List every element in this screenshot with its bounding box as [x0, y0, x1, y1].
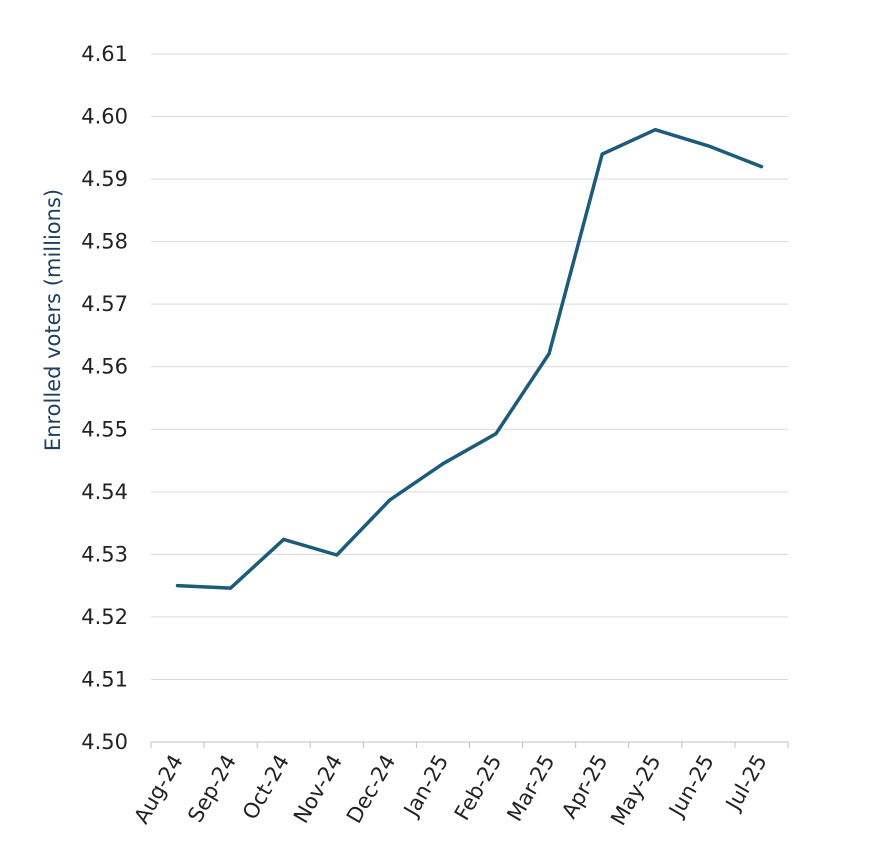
y-tick-label: 4.50 [81, 730, 128, 754]
data-point [229, 586, 233, 590]
y-axis-label: Enrolled voters (millions) [41, 189, 65, 451]
x-tick-label: Aug-24 [129, 751, 187, 828]
y-tick-label: 4.53 [81, 542, 128, 566]
y-tick-label: 4.51 [81, 667, 128, 691]
x-tick-label: Jul-25 [720, 751, 772, 816]
data-point [388, 498, 392, 502]
data-point [494, 432, 498, 436]
y-tick-label: 4.60 [81, 105, 128, 129]
x-axis [150, 741, 789, 748]
series [175, 127, 764, 590]
y-tick-label: 4.61 [81, 42, 128, 66]
x-tick-label: Jun-25 [663, 751, 718, 823]
y-tick-label: 4.52 [81, 605, 128, 629]
data-point [441, 462, 445, 466]
data-point [547, 351, 551, 356]
y-tick-label: 4.59 [81, 167, 128, 191]
data-point [175, 584, 180, 588]
x-tick-label: Mar-25 [502, 751, 559, 826]
x-axis-ticks: Aug-24Sep-24Oct-24Nov-24Dec-24Jan-25Feb-… [129, 751, 771, 830]
data-point [706, 144, 710, 148]
y-tick-label: 4.56 [81, 355, 128, 379]
y-tick-label: 4.54 [81, 480, 128, 504]
x-tick-label: Feb-25 [450, 751, 507, 825]
x-tick-label: Apr-25 [557, 751, 612, 823]
data-point [653, 128, 657, 132]
x-tick-label: May-25 [606, 751, 665, 830]
x-tick-label: Jan-25 [398, 751, 453, 822]
data-point [282, 537, 286, 541]
x-tick-label: Sep-24 [183, 751, 241, 827]
data-point [759, 164, 764, 169]
x-tick-label: Oct-24 [238, 751, 294, 824]
x-tick-label: Nov-24 [289, 751, 347, 828]
data-point [600, 152, 604, 156]
y-axis-ticks: 4.50 4.51 4.52 4.53 4.54 4.55 4.56 4.57 4.58 4.59… [81, 42, 128, 754]
gridlines [151, 53, 788, 680]
x-tick-label: Dec-24 [342, 751, 400, 828]
y-tick-label: 4.57 [81, 292, 128, 316]
series-line [175, 127, 764, 590]
data-point [335, 553, 339, 557]
y-tick-label: 4.55 [81, 417, 128, 441]
y-tick-label: 4.58 [81, 230, 128, 254]
